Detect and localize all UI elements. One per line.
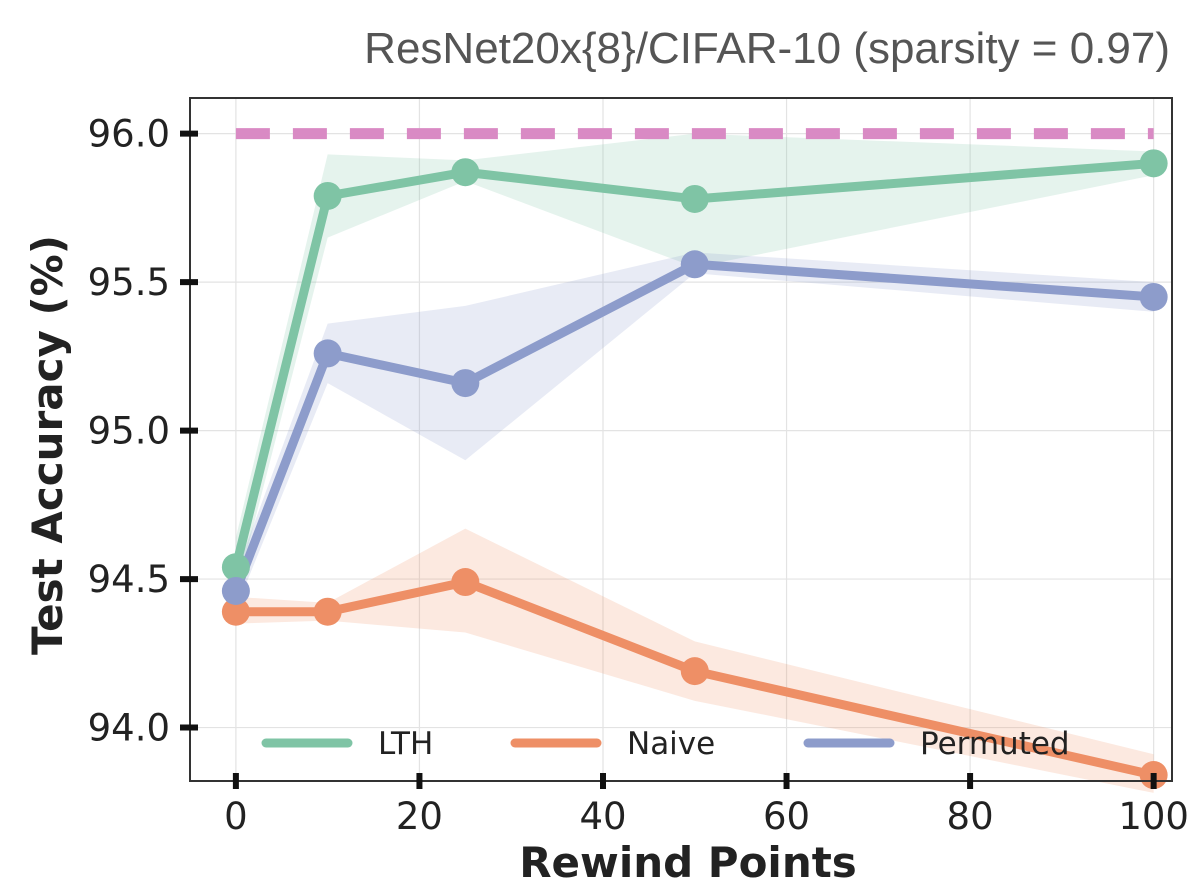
legend-label-permuted: Permuted	[920, 726, 1070, 762]
point-lth	[451, 158, 480, 187]
point-naive	[221, 597, 250, 626]
point-lth	[1139, 149, 1168, 178]
x-tick-label: 20	[396, 795, 443, 838]
point-permuted	[313, 339, 342, 368]
x-tick-label: 0	[224, 795, 248, 838]
y-tick-label: 96.0	[88, 113, 170, 156]
legend: LTH Naive Permuted	[261, 726, 1070, 762]
plot-frame	[189, 97, 1173, 782]
x-axis-label: Rewind Points	[519, 838, 857, 887]
point-naive	[313, 597, 342, 626]
confidence-bands	[235, 133, 1154, 793]
line-permuted	[231, 259, 1159, 596]
point-lth	[680, 184, 709, 213]
point-permuted	[451, 369, 480, 398]
band-permuted	[235, 252, 1154, 609]
chart-title: ResNet20x{8}/CIFAR-10 (sparsity = 0.97)	[364, 24, 1170, 73]
point-permuted	[1139, 282, 1168, 311]
legend-label-lth: LTH	[378, 726, 433, 762]
x-tick-label: 60	[763, 795, 810, 838]
x-tick-label: 80	[947, 795, 994, 838]
point-naive	[451, 568, 480, 597]
y-tick-label: 94.0	[88, 707, 170, 750]
point-permuted	[221, 576, 250, 605]
x-tick-label: 100	[1118, 795, 1189, 838]
y-tick-label: 94.5	[88, 558, 170, 601]
axis-ticks: 0 20 40 60 80 100 94.0 94.5 95.0 95.5 96.0	[88, 113, 1189, 838]
point-lth	[221, 553, 250, 582]
y-tick-label: 95.0	[88, 410, 170, 453]
y-axis-label: Test Accuracy (%)	[23, 235, 72, 655]
point-naive	[680, 657, 709, 686]
x-tick-label: 40	[579, 795, 626, 838]
band-lth	[235, 133, 1154, 594]
legend-label-naive: Naive	[627, 726, 715, 762]
series-points	[221, 149, 1168, 790]
point-lth	[313, 181, 342, 210]
point-permuted	[680, 250, 709, 279]
y-tick-label: 95.5	[88, 261, 170, 304]
